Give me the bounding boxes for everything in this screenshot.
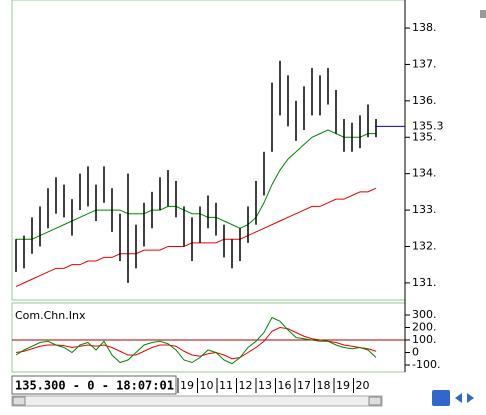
scroll-right[interactable] — [368, 396, 382, 406]
date-label: 18 — [317, 379, 331, 392]
status-box — [11, 375, 177, 395]
y-tick-label: 134. — [412, 167, 437, 180]
fast-average — [16, 129, 376, 240]
y-tick-label: 138. — [412, 21, 437, 34]
y-tick-label: 100. — [412, 333, 437, 346]
date-label: 10 — [200, 379, 214, 392]
y-tick-label: 300. — [412, 308, 437, 321]
next-button[interactable] — [467, 393, 474, 403]
indicator-panel — [11, 302, 406, 373]
price-panel — [11, 0, 406, 301]
indicator-title: Com.Chn.Inx — [15, 309, 86, 322]
y-tick-label: 200. — [412, 321, 437, 334]
refresh-button[interactable] — [432, 390, 450, 406]
corner-button[interactable] — [480, 10, 486, 18]
last-price-label: 135.3 — [412, 119, 444, 132]
signal-line — [15, 326, 377, 360]
y-tick-label: -100. — [412, 358, 440, 371]
y-tick-label: 132. — [412, 239, 437, 252]
y-tick-label: 137. — [412, 57, 437, 70]
date-label: 17 — [297, 379, 311, 392]
y-tick-label: 131. — [412, 276, 437, 289]
cci-line — [15, 316, 377, 365]
date-label: 16 — [278, 379, 292, 392]
status-text: 135.300 - 0 - 18:07:01 — [15, 379, 174, 393]
y-tick-label: 133. — [412, 203, 437, 216]
date-label: 12 — [239, 379, 253, 392]
date-label: 20 — [356, 379, 370, 392]
prev-button[interactable] — [455, 393, 462, 403]
scroll-left[interactable] — [12, 396, 26, 406]
date-label: 11 — [219, 379, 233, 392]
y-tick-label: 136. — [412, 94, 437, 107]
slow-average — [15, 187, 377, 287]
date-label: 19 — [180, 379, 194, 392]
y-tick-label: 135. — [412, 130, 437, 143]
y-tick-label: 0 — [412, 346, 419, 359]
date-label: 19 — [336, 379, 350, 392]
scrollbar[interactable] — [11, 395, 383, 407]
date-label: 13 — [258, 379, 272, 392]
